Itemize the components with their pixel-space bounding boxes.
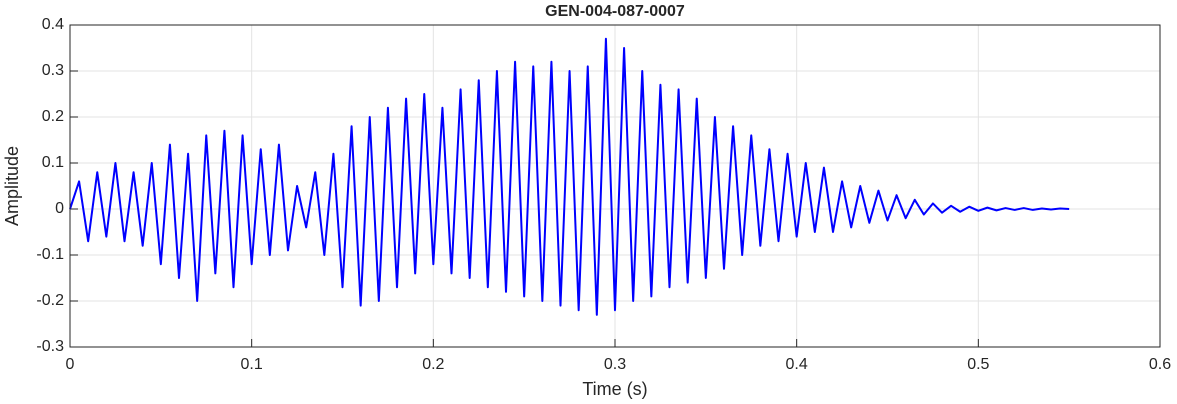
chart-title: GEN-004-087-0007 (545, 3, 685, 20)
y-tick-label: -0.2 (36, 292, 64, 309)
y-axis-label: Amplitude (2, 146, 22, 226)
y-tick-label: 0.2 (42, 108, 64, 125)
plot-frame (69, 24, 1161, 348)
x-axis-label: Time (s) (582, 379, 647, 399)
x-tick-label: 0.4 (786, 356, 808, 373)
y-tick-label: 0.4 (42, 16, 64, 33)
x-tick-label: 0.3 (604, 356, 626, 373)
waveform-line (69, 37, 1070, 316)
y-tick-label: -0.3 (36, 338, 64, 355)
y-tick-label: 0 (55, 200, 64, 217)
x-tick-label: 0.1 (241, 356, 263, 373)
x-tick-label: 0.6 (1149, 356, 1171, 373)
y-tick-label: -0.1 (36, 246, 64, 263)
x-tick-label: 0.5 (967, 356, 989, 373)
x-tick-label: 0.2 (422, 356, 444, 373)
y-tick-label: 0.3 (42, 62, 64, 79)
y-tick-label: 0.1 (42, 154, 64, 171)
x-tick-label: 0 (66, 356, 75, 373)
